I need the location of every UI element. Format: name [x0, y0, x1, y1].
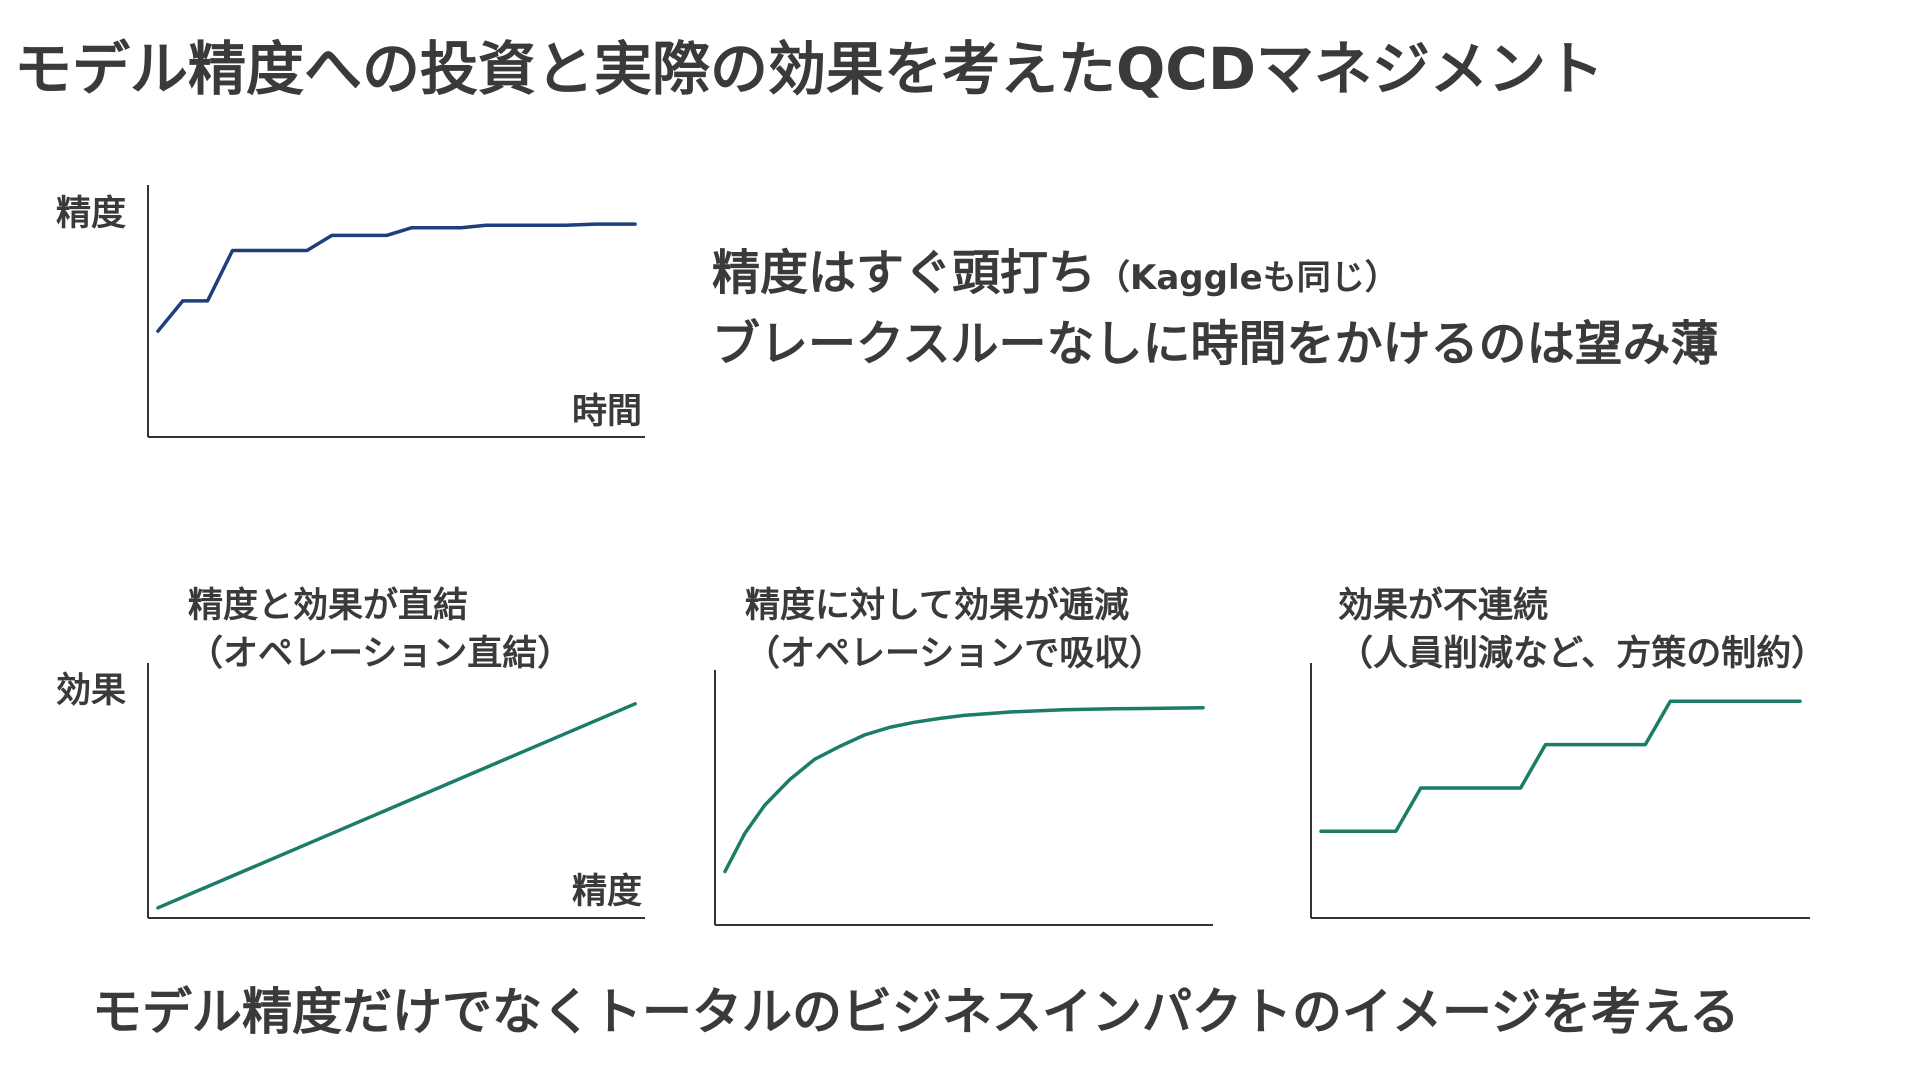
chart2-title-line2: （オペレーション直結）: [188, 634, 573, 674]
chart-effect-diminishing: [714, 670, 1213, 926]
chart-effect-step: [1310, 663, 1810, 919]
chart2-title-line1: 精度と効果が直結: [188, 586, 469, 626]
chart1-xlabel: 時間: [572, 392, 643, 432]
message-block: 精度はすぐ頭打ち（Kaggleも同じ） ブレークスルーなしに時間をかけるのは望み…: [712, 240, 1719, 377]
message-line1-note: （Kaggleも同じ）: [1096, 258, 1399, 298]
message-line1-main: 精度はすぐ頭打ち: [712, 245, 1097, 301]
chart2-xlabel: 精度: [572, 872, 643, 912]
chart4-title-line1: 効果が不連続: [1338, 586, 1549, 626]
chart1-ylabel: 精度: [56, 194, 127, 234]
footer-message: モデル精度だけでなくトータルのビジネスインパクトのイメージを考える: [92, 983, 1740, 1041]
chart4-title-line2: （人員削減など、方策の制約）: [1338, 634, 1827, 674]
chart3-title: 精度に対して効果が逓減 （オペレーションで吸収）: [745, 582, 1164, 678]
chart-effect-linear: [147, 663, 645, 919]
series-line: [156, 702, 637, 910]
message-line2: ブレークスルーなしに時間をかけるのは望み薄: [712, 316, 1719, 372]
slide-title: モデル精度への投資と実際の効果を考えたQCDマネジメント: [14, 35, 1605, 103]
chart2-title: 精度と効果が直結 （オペレーション直結）: [188, 582, 572, 678]
series-line: [1319, 699, 1802, 834]
chart3-title-line1: 精度に対して効果が逓減: [745, 586, 1129, 626]
chart2-ylabel: 効果: [56, 671, 127, 711]
series-line: [723, 705, 1205, 874]
chart3-title-line2: （オペレーションで吸収）: [745, 634, 1165, 674]
series-line: [156, 222, 637, 333]
message-line1: 精度はすぐ頭打ち（Kaggleも同じ）: [712, 240, 1719, 311]
chart-accuracy-over-time: [147, 185, 645, 438]
chart4-title: 効果が不連続 （人員削減など、方策の制約）: [1338, 582, 1826, 678]
